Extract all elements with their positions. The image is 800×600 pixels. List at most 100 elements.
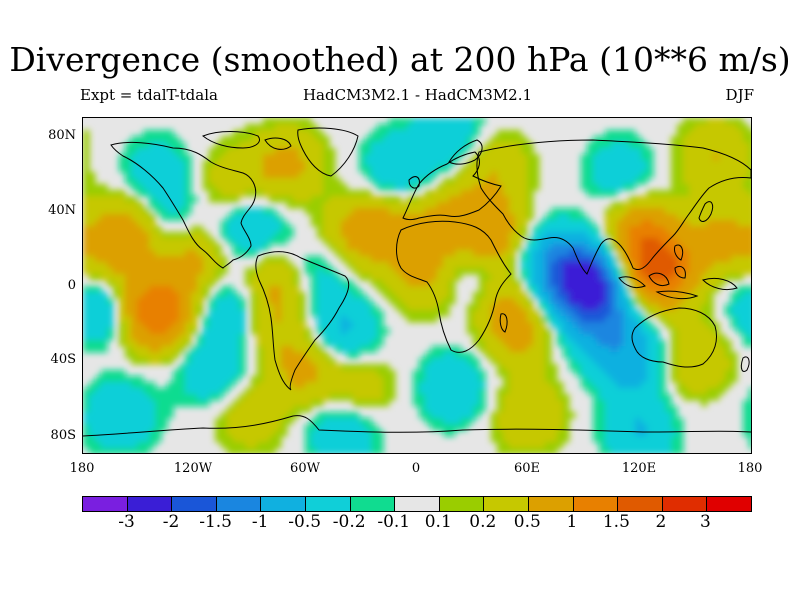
field-cell — [389, 208, 396, 215]
field-cell — [659, 298, 666, 305]
field-cell — [155, 316, 162, 323]
field-cell — [377, 196, 384, 203]
field-cell — [191, 346, 198, 353]
field-cell — [629, 376, 636, 383]
field-cell — [743, 298, 750, 305]
field-cell — [347, 262, 354, 269]
field-cell — [641, 436, 648, 443]
field-cell — [449, 424, 456, 431]
field-cell — [611, 406, 618, 413]
field-cell — [287, 400, 294, 407]
field-cell — [623, 352, 630, 359]
field-cell — [401, 304, 408, 311]
field-cell — [551, 364, 558, 371]
field-cell — [611, 448, 618, 453]
field-cell — [737, 124, 744, 131]
field-cell — [401, 256, 408, 263]
field-cell — [149, 238, 156, 245]
field-cell — [215, 268, 222, 275]
colorbar-label: 2 — [655, 512, 667, 532]
field-cell — [281, 400, 288, 407]
field-cell — [491, 274, 498, 281]
field-cell — [647, 208, 654, 215]
field-cell — [677, 286, 684, 293]
field-cell — [107, 316, 114, 323]
field-cell — [707, 370, 714, 377]
field-cell — [419, 196, 426, 203]
field-cell — [521, 310, 528, 317]
field-cell — [647, 358, 654, 365]
field-cell — [521, 214, 528, 221]
field-cell — [257, 364, 264, 371]
field-cell — [269, 160, 276, 167]
field-cell — [659, 436, 666, 443]
field-cell — [557, 280, 564, 287]
field-cell — [395, 208, 402, 215]
field-cell — [563, 292, 570, 299]
field-cell — [257, 136, 264, 143]
field-cell — [701, 238, 708, 245]
field-cell — [329, 220, 336, 227]
field-cell — [485, 274, 492, 281]
field-cell — [191, 256, 198, 263]
field-cell — [683, 358, 690, 365]
field-cell — [665, 274, 672, 281]
field-cell — [95, 268, 102, 275]
field-cell — [659, 412, 666, 419]
field-cell — [215, 310, 222, 317]
field-cell — [299, 304, 306, 311]
field-cell — [257, 442, 264, 449]
field-cell — [437, 280, 444, 287]
field-cell — [671, 442, 678, 449]
field-cell — [671, 406, 678, 413]
field-cell — [269, 370, 276, 377]
field-cell — [431, 130, 438, 137]
colorbar-swatch — [172, 497, 217, 511]
field-cell — [107, 256, 114, 263]
field-cell — [431, 304, 438, 311]
field-cell — [473, 292, 480, 299]
field-cell — [647, 406, 654, 413]
field-cell — [137, 310, 144, 317]
field-cell — [413, 304, 420, 311]
lat-label: 0 — [67, 278, 76, 293]
field-cell — [371, 400, 378, 407]
field-cell — [161, 142, 168, 149]
field-cell — [497, 232, 504, 239]
field-cell — [623, 298, 630, 305]
field-cell — [725, 220, 732, 227]
field-cell — [365, 310, 372, 317]
field-cell — [521, 160, 528, 167]
field-cell — [269, 238, 276, 245]
field-cell — [473, 268, 480, 275]
field-cell — [587, 310, 594, 317]
field-cell — [125, 340, 132, 347]
field-cell — [275, 214, 282, 221]
field-cell — [323, 136, 330, 143]
field-cell — [467, 130, 474, 137]
field-cell — [503, 346, 510, 353]
field-cell — [173, 274, 180, 281]
field-cell — [269, 154, 276, 161]
field-cell — [725, 160, 732, 167]
field-cell — [227, 406, 234, 413]
field-cell — [701, 244, 708, 251]
field-cell — [353, 394, 360, 401]
field-cell — [131, 208, 138, 215]
field-cell — [629, 310, 636, 317]
field-cell — [161, 178, 168, 185]
field-cell — [683, 256, 690, 263]
field-cell — [527, 268, 534, 275]
field-cell — [185, 316, 192, 323]
field-cell — [89, 436, 96, 443]
field-cell — [263, 442, 270, 449]
field-cell — [185, 286, 192, 293]
field-cell — [377, 214, 384, 221]
field-cell — [497, 280, 504, 287]
field-cell — [641, 316, 648, 323]
field-cell — [581, 352, 588, 359]
field-cell — [281, 166, 288, 173]
field-cell — [623, 166, 630, 173]
field-cell — [569, 238, 576, 245]
